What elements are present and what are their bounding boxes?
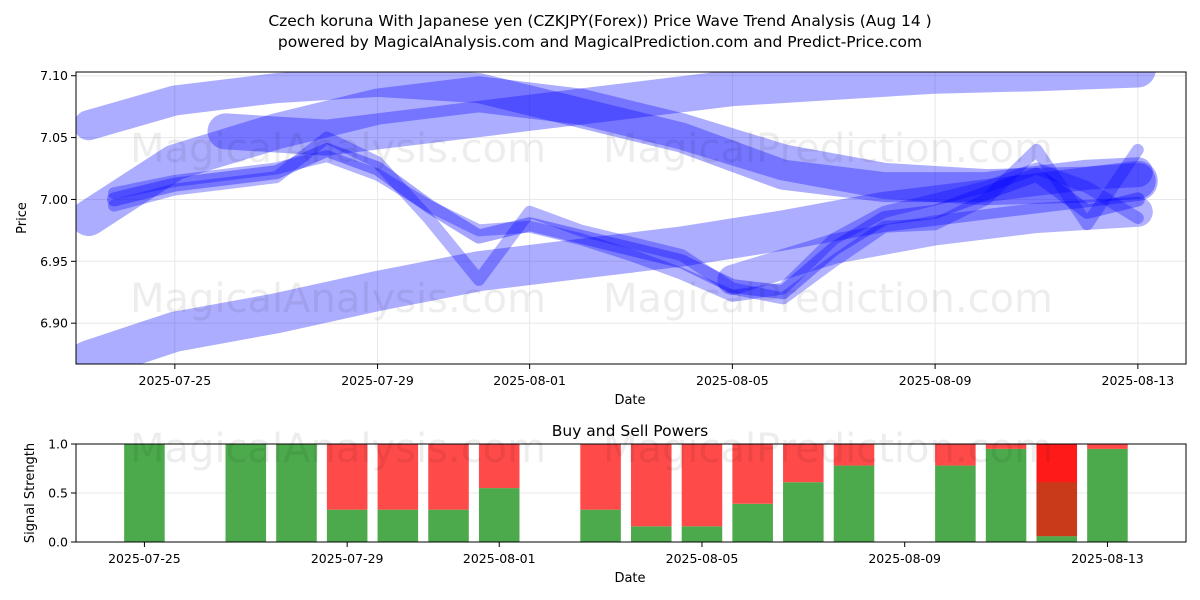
mixed-bar-15 xyxy=(1036,482,1078,537)
price-y-axis-label: Price xyxy=(15,202,30,234)
watermarks: MagicalAnalysis.com MagicalPrediction.co… xyxy=(130,126,1053,472)
price-x-tick-label-5: 2025-08-13 xyxy=(1102,373,1175,388)
signal-x-ticks: 2025-07-25 2025-07-29 2025-08-01 2025-08-05… xyxy=(108,542,1144,566)
signal-panel-title: Buy and Sell Powers xyxy=(552,422,709,440)
buy-bar-4 xyxy=(377,509,419,542)
watermark-prediction-1: MagicalPrediction.com xyxy=(603,126,1053,172)
series-price-core-1 xyxy=(107,142,1145,300)
sell-bar-5 xyxy=(428,444,469,510)
buy-bar-2 xyxy=(276,444,317,542)
sell-bar-9 xyxy=(681,444,723,527)
buy-bar-3 xyxy=(326,509,368,542)
price-y-tick-label-0: 6.90 xyxy=(40,316,68,331)
sell-bar-7 xyxy=(580,444,621,510)
buy-bar-1 xyxy=(225,444,267,542)
watermark-prediction-2: MagicalPrediction.com xyxy=(603,276,1053,322)
buy-bar-6 xyxy=(478,488,520,542)
signal-x-tick-label-5: 2025-08-13 xyxy=(1071,551,1144,566)
price-y-ticks: 6.90 6.95 7.00 7.05 7.10 xyxy=(40,68,76,331)
buy-bar-9 xyxy=(681,526,723,542)
sell-bar-8 xyxy=(631,444,672,527)
series-price-core-3 xyxy=(108,150,1144,302)
buy-bar-11 xyxy=(783,482,824,542)
series-wave-band-low-right xyxy=(717,196,1153,295)
chart-title-line1: Czech koruna With Japanese yen (CZKJPY(F… xyxy=(268,12,931,30)
signal-x-axis-label: Date xyxy=(614,571,645,586)
buy-bar-0 xyxy=(124,444,165,542)
price-x-ticks: 2025-07-25 2025-07-29 2025-08-01 2025-08-05… xyxy=(139,364,1175,388)
signal-bars xyxy=(124,444,1128,542)
series-wave-band-upper-right xyxy=(207,72,1156,156)
series-wave-band-lower xyxy=(76,160,1158,364)
price-x-tick-label-0: 2025-07-25 xyxy=(139,373,212,388)
chart-title-line2: powered by MagicalAnalysis.com and Magic… xyxy=(278,33,922,51)
sell-bar-12 xyxy=(833,444,875,466)
buy-bar-7 xyxy=(580,509,621,542)
sell-bar-6 xyxy=(478,444,520,489)
price-plot-frame xyxy=(75,71,1187,365)
signal-y-tick-label-2: 1.0 xyxy=(48,437,68,452)
buy-bar-13 xyxy=(935,465,976,542)
sell-bar-13 xyxy=(935,444,976,466)
watermark-prediction-3: MagicalPrediction.com xyxy=(603,426,1053,472)
signal-x-tick-label-4: 2025-08-09 xyxy=(868,551,941,566)
sell-bar-11 xyxy=(783,444,824,483)
sell-bar-14 xyxy=(985,444,1027,449)
price-x-tick-label-1: 2025-07-29 xyxy=(341,373,414,388)
buy-bar-12 xyxy=(833,465,875,542)
signal-y-axis-label: Signal Strength xyxy=(23,443,38,543)
series-wave-band-mid xyxy=(76,76,1156,236)
sell-bar-16 xyxy=(1087,444,1128,449)
signal-y-tick-label-1: 0.5 xyxy=(48,486,68,501)
watermark-analysis-2: MagicalAnalysis.com xyxy=(130,276,546,322)
buy-bar-10 xyxy=(732,503,773,542)
series-wave-band-upper xyxy=(76,72,1153,203)
price-panel: 2025-07-25 2025-07-29 2025-08-01 2025-08-05… xyxy=(15,68,1187,408)
price-grid xyxy=(76,72,1186,364)
sell-bar-3 xyxy=(326,444,368,510)
watermark-analysis-1: MagicalAnalysis.com xyxy=(130,126,546,172)
signal-y-tick-label-0: 0.0 xyxy=(48,535,68,550)
price-y-tick-label-4: 7.10 xyxy=(40,68,68,83)
price-x-tick-label-4: 2025-08-09 xyxy=(899,373,972,388)
price-y-tick-label-2: 7.00 xyxy=(40,192,68,207)
buy-bar-5 xyxy=(428,509,469,542)
signal-x-tick-label-1: 2025-07-29 xyxy=(311,551,384,566)
price-y-tick-label-3: 7.05 xyxy=(40,130,68,145)
price-x-tick-label-3: 2025-08-05 xyxy=(696,373,769,388)
buy-bar-15 xyxy=(1036,536,1078,542)
price-wave-bands xyxy=(76,72,1158,364)
signal-panel: Buy and Sell Powers 2025-07-25 2025-07-29… xyxy=(23,422,1187,586)
price-x-axis-label: Date xyxy=(614,393,645,408)
sell-bar-4 xyxy=(377,444,419,510)
price-y-tick-label-1: 6.95 xyxy=(40,254,68,269)
watermark-analysis-3: MagicalAnalysis.com xyxy=(130,426,546,472)
buy-bar-14 xyxy=(985,448,1027,542)
signal-x-tick-label-3: 2025-08-05 xyxy=(666,551,739,566)
price-x-tick-label-2: 2025-08-01 xyxy=(493,373,566,388)
sell-bar-10 xyxy=(732,444,773,504)
signal-x-tick-label-2: 2025-08-01 xyxy=(463,551,536,566)
buy-bar-8 xyxy=(631,526,672,542)
buy-bar-16 xyxy=(1087,448,1128,542)
series-price-core-2 xyxy=(108,131,1144,305)
signal-y-ticks: 0.0 0.5 1.0 xyxy=(48,437,76,550)
signal-x-tick-label-0: 2025-07-25 xyxy=(108,551,181,566)
